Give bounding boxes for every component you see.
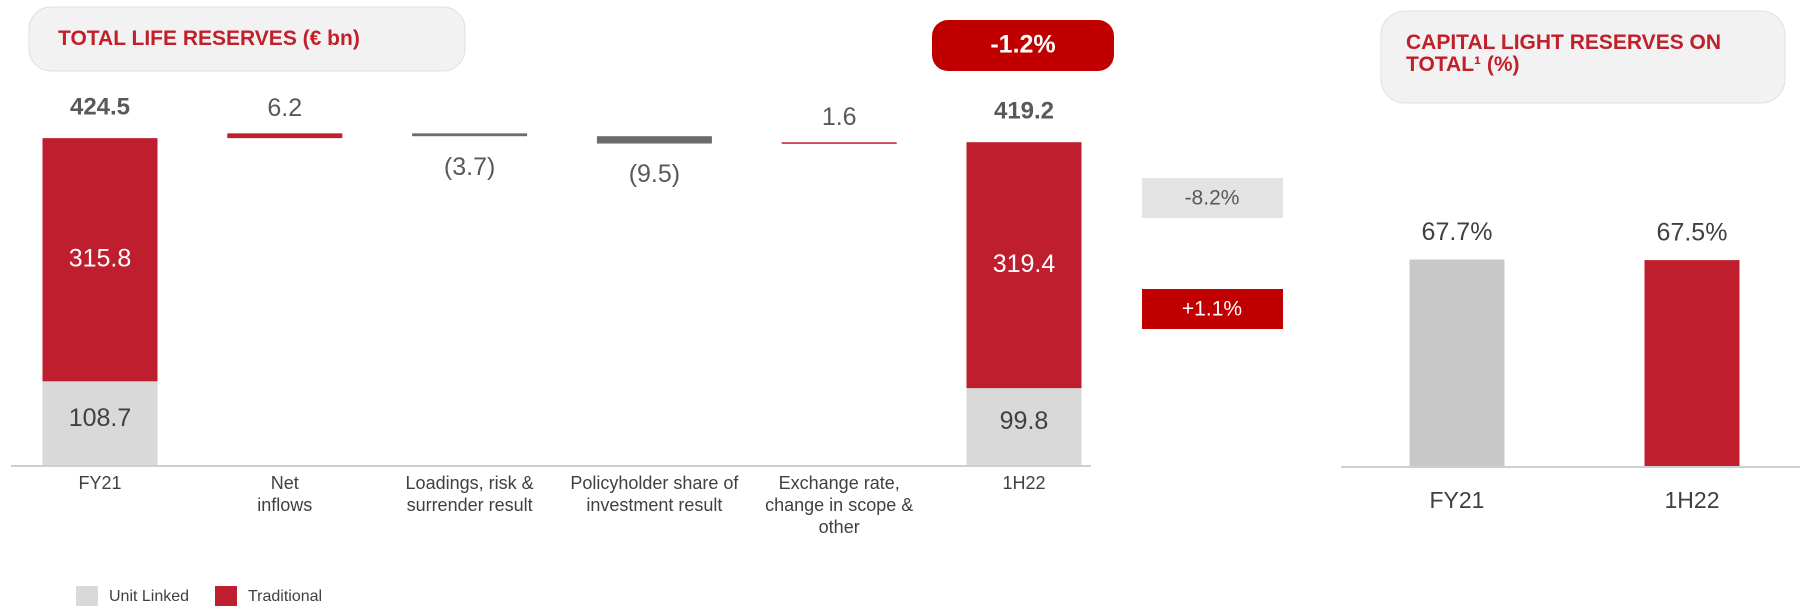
x-tick-label: FY21	[1430, 487, 1485, 513]
x-tick-label: 1H22	[1002, 473, 1046, 493]
series-change-label: +1.1%	[1182, 298, 1242, 321]
bar-segment	[42, 138, 158, 382]
legend-label: Unit Linked	[109, 588, 189, 605]
bar-segment	[966, 142, 1082, 389]
legend-label: Traditional	[248, 588, 322, 605]
x-tick-label: FY21	[78, 473, 122, 493]
total-label: 424.5	[70, 93, 130, 120]
segment-label: 108.7	[69, 404, 132, 432]
x-tick-label: Exchange rate, change in scope & other	[765, 473, 914, 537]
x-tick-label: Policyholder share of investment result	[570, 473, 739, 515]
series-change-box	[1142, 178, 1283, 218]
legend-swatch	[215, 586, 237, 606]
x-tick-label: 1H22	[1665, 487, 1720, 513]
change-label: (3.7)	[444, 153, 495, 181]
change-bar	[596, 136, 712, 144]
title-box	[28, 6, 466, 72]
value-label: 67.7%	[1422, 218, 1493, 246]
change-bar	[412, 133, 528, 137]
x-tick-label: Net inflows	[257, 473, 313, 515]
segment-label: 315.8	[69, 244, 132, 272]
bar	[1644, 260, 1740, 466]
bar	[1409, 259, 1505, 466]
chart-title: CAPITAL LIGHT RESERVES ON TOTAL¹ (%)	[1406, 31, 1722, 76]
total-label: 419.2	[994, 98, 1054, 125]
bar-segment	[966, 388, 1082, 465]
change-label: 1.6	[822, 103, 857, 131]
value-label: 67.5%	[1657, 219, 1728, 247]
total-change-label: -1.2%	[990, 31, 1055, 59]
change-bar	[781, 142, 897, 144]
total-change-badge	[932, 20, 1114, 71]
change-label: 6.2	[267, 94, 302, 122]
change-label: (9.5)	[629, 160, 680, 188]
series-change-label: -8.2%	[1185, 187, 1240, 210]
chart-title: TOTAL LIFE RESERVES (€ bn)	[58, 27, 360, 50]
segment-label: 99.8	[1000, 407, 1049, 435]
segment-label: 319.4	[993, 250, 1056, 278]
x-tick-label: Loadings, risk & surrender result	[405, 473, 534, 515]
title-box	[1380, 10, 1786, 104]
legend-swatch	[76, 586, 98, 606]
change-bar	[227, 133, 343, 139]
series-change-box	[1142, 289, 1283, 329]
bar-segment	[42, 381, 158, 465]
